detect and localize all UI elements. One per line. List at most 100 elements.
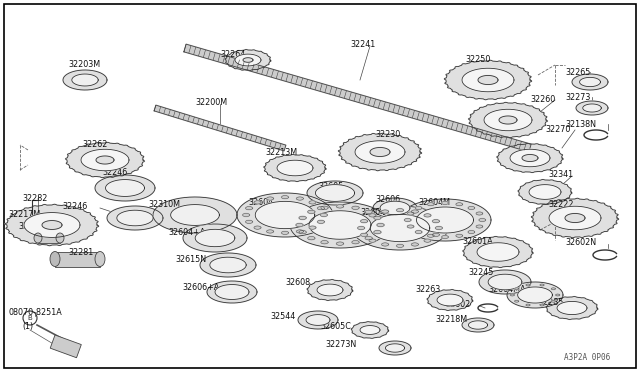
Polygon shape xyxy=(296,230,303,233)
Polygon shape xyxy=(468,321,488,329)
Ellipse shape xyxy=(50,251,60,266)
Polygon shape xyxy=(306,315,330,326)
Polygon shape xyxy=(374,216,381,219)
Ellipse shape xyxy=(95,251,105,266)
Text: 32601A: 32601A xyxy=(462,237,493,246)
Polygon shape xyxy=(397,209,403,212)
Polygon shape xyxy=(415,206,422,209)
Polygon shape xyxy=(308,210,315,214)
Polygon shape xyxy=(95,175,155,201)
Polygon shape xyxy=(316,185,355,201)
Polygon shape xyxy=(267,230,274,233)
Polygon shape xyxy=(153,197,237,233)
Polygon shape xyxy=(184,44,531,152)
Text: 32544: 32544 xyxy=(270,312,295,321)
Polygon shape xyxy=(369,214,376,217)
Polygon shape xyxy=(468,206,475,209)
Polygon shape xyxy=(210,257,246,273)
Polygon shape xyxy=(282,231,289,234)
Polygon shape xyxy=(290,202,390,248)
Polygon shape xyxy=(515,288,518,290)
Polygon shape xyxy=(352,206,448,250)
Polygon shape xyxy=(351,322,388,339)
Polygon shape xyxy=(557,301,587,315)
Text: 32608: 32608 xyxy=(285,278,310,287)
Polygon shape xyxy=(237,193,333,237)
Polygon shape xyxy=(442,235,449,238)
Polygon shape xyxy=(433,219,440,223)
Polygon shape xyxy=(407,225,414,228)
Text: 32605C: 32605C xyxy=(320,322,351,331)
Polygon shape xyxy=(412,243,419,246)
Polygon shape xyxy=(24,212,80,237)
Text: 32217M: 32217M xyxy=(8,210,40,219)
Text: 08070-8251A: 08070-8251A xyxy=(8,308,61,317)
Text: 32260: 32260 xyxy=(530,95,556,104)
Polygon shape xyxy=(499,116,517,124)
Polygon shape xyxy=(72,74,98,86)
Polygon shape xyxy=(307,279,353,301)
Polygon shape xyxy=(154,105,286,151)
Polygon shape xyxy=(484,109,532,131)
Polygon shape xyxy=(309,211,371,239)
Polygon shape xyxy=(355,141,405,163)
Polygon shape xyxy=(428,203,434,206)
Polygon shape xyxy=(507,282,563,308)
Polygon shape xyxy=(369,239,376,242)
Text: A3P2A 0P06: A3P2A 0P06 xyxy=(564,353,610,362)
Polygon shape xyxy=(200,253,256,277)
Ellipse shape xyxy=(34,233,42,243)
Polygon shape xyxy=(337,205,344,208)
Polygon shape xyxy=(365,237,372,240)
Polygon shape xyxy=(546,296,598,320)
Polygon shape xyxy=(381,243,388,246)
Polygon shape xyxy=(478,76,498,84)
Text: 32230: 32230 xyxy=(375,130,400,139)
Polygon shape xyxy=(380,201,410,215)
Text: 32606+A: 32606+A xyxy=(182,283,220,292)
Polygon shape xyxy=(215,285,249,299)
Polygon shape xyxy=(462,318,494,332)
Polygon shape xyxy=(235,54,261,66)
Polygon shape xyxy=(417,207,474,233)
Text: 32138N: 32138N xyxy=(565,120,596,129)
Text: 32604MA: 32604MA xyxy=(488,285,525,294)
Text: 32200M: 32200M xyxy=(195,98,227,107)
Polygon shape xyxy=(456,203,463,206)
Polygon shape xyxy=(183,224,247,252)
Text: 32218M: 32218M xyxy=(435,315,467,324)
Polygon shape xyxy=(529,185,561,199)
Polygon shape xyxy=(296,223,303,227)
Polygon shape xyxy=(381,210,388,213)
Polygon shape xyxy=(522,154,538,161)
Polygon shape xyxy=(462,68,514,92)
Polygon shape xyxy=(373,198,417,218)
Polygon shape xyxy=(308,237,315,240)
Polygon shape xyxy=(321,214,328,217)
Polygon shape xyxy=(463,237,533,267)
Text: 32265: 32265 xyxy=(565,68,590,77)
Polygon shape xyxy=(531,198,619,238)
Polygon shape xyxy=(540,284,544,286)
Polygon shape xyxy=(526,304,530,306)
Polygon shape xyxy=(437,294,463,306)
Polygon shape xyxy=(424,239,431,242)
Polygon shape xyxy=(309,226,316,229)
Polygon shape xyxy=(246,220,253,224)
Polygon shape xyxy=(360,219,367,223)
Polygon shape xyxy=(510,149,550,167)
Polygon shape xyxy=(377,223,384,227)
Polygon shape xyxy=(277,160,313,176)
Polygon shape xyxy=(379,341,411,355)
Polygon shape xyxy=(549,206,601,230)
Polygon shape xyxy=(442,202,449,205)
Text: 32262: 32262 xyxy=(82,140,108,149)
Text: 32606: 32606 xyxy=(375,195,400,204)
Text: 32264: 32264 xyxy=(220,50,245,59)
Text: 32250: 32250 xyxy=(465,55,490,64)
Polygon shape xyxy=(358,227,365,230)
Polygon shape xyxy=(370,148,390,157)
Polygon shape xyxy=(254,201,261,204)
Polygon shape xyxy=(565,214,585,222)
Polygon shape xyxy=(371,214,429,242)
